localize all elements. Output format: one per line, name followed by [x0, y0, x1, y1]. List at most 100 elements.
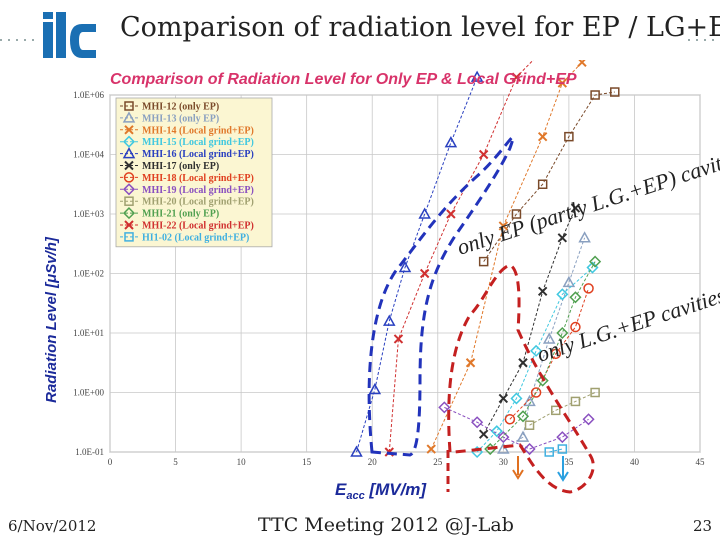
data-point — [498, 221, 509, 231]
footer-date: 6/Nov/2012 — [8, 517, 97, 535]
legend-entry: HI1-02 (Local grind+EP) — [142, 232, 249, 243]
data-point — [569, 291, 582, 304]
data-point — [583, 283, 594, 294]
data-point — [537, 286, 548, 297]
series-line — [549, 448, 563, 453]
axis-ticks: 1.0E+06 1.0E+04 1.0E+03 1.0E+02 1.0E+01 1.0E+… — [73, 90, 705, 467]
orange-arrow — [512, 456, 524, 480]
series-5 — [478, 203, 581, 439]
data-point — [537, 179, 548, 189]
data-point — [465, 358, 476, 368]
legend-entry: MHI-21 (only EP) — [142, 209, 219, 220]
data-point — [590, 90, 600, 100]
data-point — [536, 374, 549, 387]
series-line — [503, 237, 586, 450]
chart-grid — [109, 94, 701, 453]
data-point — [123, 172, 135, 183]
data-point — [122, 135, 136, 148]
data-point — [589, 255, 602, 268]
x-axis-label-main: E — [335, 480, 347, 499]
legend-entry: MHI-13 (only EP) — [142, 113, 219, 124]
data-point — [570, 396, 581, 407]
data-point — [122, 147, 136, 159]
x-tick-label: 5 — [173, 457, 178, 467]
ep-region-outline — [367, 135, 515, 457]
x-tick-label: 35 — [564, 457, 574, 467]
legend-entry: MHI-15 (Local grind+EP) — [142, 137, 254, 148]
series-6 — [504, 283, 594, 425]
x-tick-label: 40 — [630, 457, 640, 467]
y-tick-label: 1.0E+02 — [73, 269, 104, 279]
series-4 — [350, 70, 484, 457]
series-0 — [478, 87, 620, 267]
series-9 — [484, 255, 602, 456]
data-point — [570, 321, 581, 333]
data-point — [444, 136, 458, 148]
slide-title: Comparison of radiation level for EP / L… — [120, 12, 720, 43]
data-point — [122, 183, 136, 196]
data-point — [511, 72, 522, 82]
data-point — [122, 111, 136, 123]
legend-entry: MHI-12 (only EP) — [142, 102, 219, 113]
chart-series — [350, 60, 620, 459]
data-point — [418, 207, 431, 219]
data-point — [122, 207, 136, 220]
data-point — [470, 70, 484, 82]
data-point — [490, 425, 503, 438]
data-point — [511, 209, 522, 219]
data-point — [124, 160, 134, 171]
chart-legend: MHI-12 (only EP)MHI-13 (only EP)MHI-14 (… — [115, 97, 273, 248]
data-point — [551, 405, 561, 416]
data-point — [582, 413, 595, 426]
data-point — [590, 387, 600, 398]
data-point — [610, 87, 620, 97]
y-axis-label: Radiation Level [μSv/h] — [43, 236, 60, 403]
page-number: 23 — [693, 517, 713, 535]
title-dotted-line-left — [0, 39, 40, 41]
data-point — [471, 416, 484, 429]
data-point — [524, 420, 535, 430]
data-point — [478, 256, 489, 267]
series-1 — [497, 231, 591, 454]
legend-entry: MHI-18 (Local grind+EP) — [142, 173, 254, 184]
data-point — [498, 393, 509, 404]
series-line — [529, 392, 596, 426]
data-point — [557, 78, 568, 88]
data-point — [124, 125, 134, 135]
data-point — [562, 275, 576, 288]
data-point — [530, 344, 543, 357]
data-point — [426, 444, 436, 454]
data-point — [530, 387, 542, 398]
data-point — [544, 447, 554, 457]
data-point — [542, 332, 556, 344]
series-7 — [438, 401, 595, 456]
data-point — [516, 430, 530, 442]
data-point — [504, 414, 516, 425]
x-tick-label: 0 — [108, 457, 113, 467]
data-point — [497, 431, 510, 444]
data-point — [564, 131, 574, 142]
x-tick-label: 20 — [368, 457, 378, 467]
ilc-logo: ilc — [43, 12, 96, 58]
series-11 — [544, 444, 568, 457]
x-tick-label: 30 — [499, 457, 509, 467]
series-line — [509, 288, 590, 420]
x-axis-label-sub: acc — [346, 490, 364, 502]
data-point — [124, 220, 134, 230]
data-point — [510, 392, 523, 405]
series-line — [489, 261, 596, 450]
blue-arrow — [557, 456, 569, 482]
chart-title: Comparison of Radiation Level for Only E… — [110, 71, 577, 88]
x-axis-label-rest: [MV/m] — [365, 480, 428, 499]
legend-box — [115, 97, 273, 248]
legend-entry: MHI-16 (Local grind+EP) — [142, 149, 254, 160]
series-line — [444, 406, 589, 450]
x-tick-label: 10 — [237, 457, 247, 467]
data-point — [577, 60, 586, 67]
footer-event: TTC Meeting 2012 @J-Lab — [258, 514, 514, 536]
x-tick-label: 25 — [433, 457, 443, 467]
data-point — [523, 394, 536, 407]
title-dotted-line-right — [688, 39, 720, 41]
series-8 — [524, 387, 600, 430]
data-point — [556, 431, 569, 444]
